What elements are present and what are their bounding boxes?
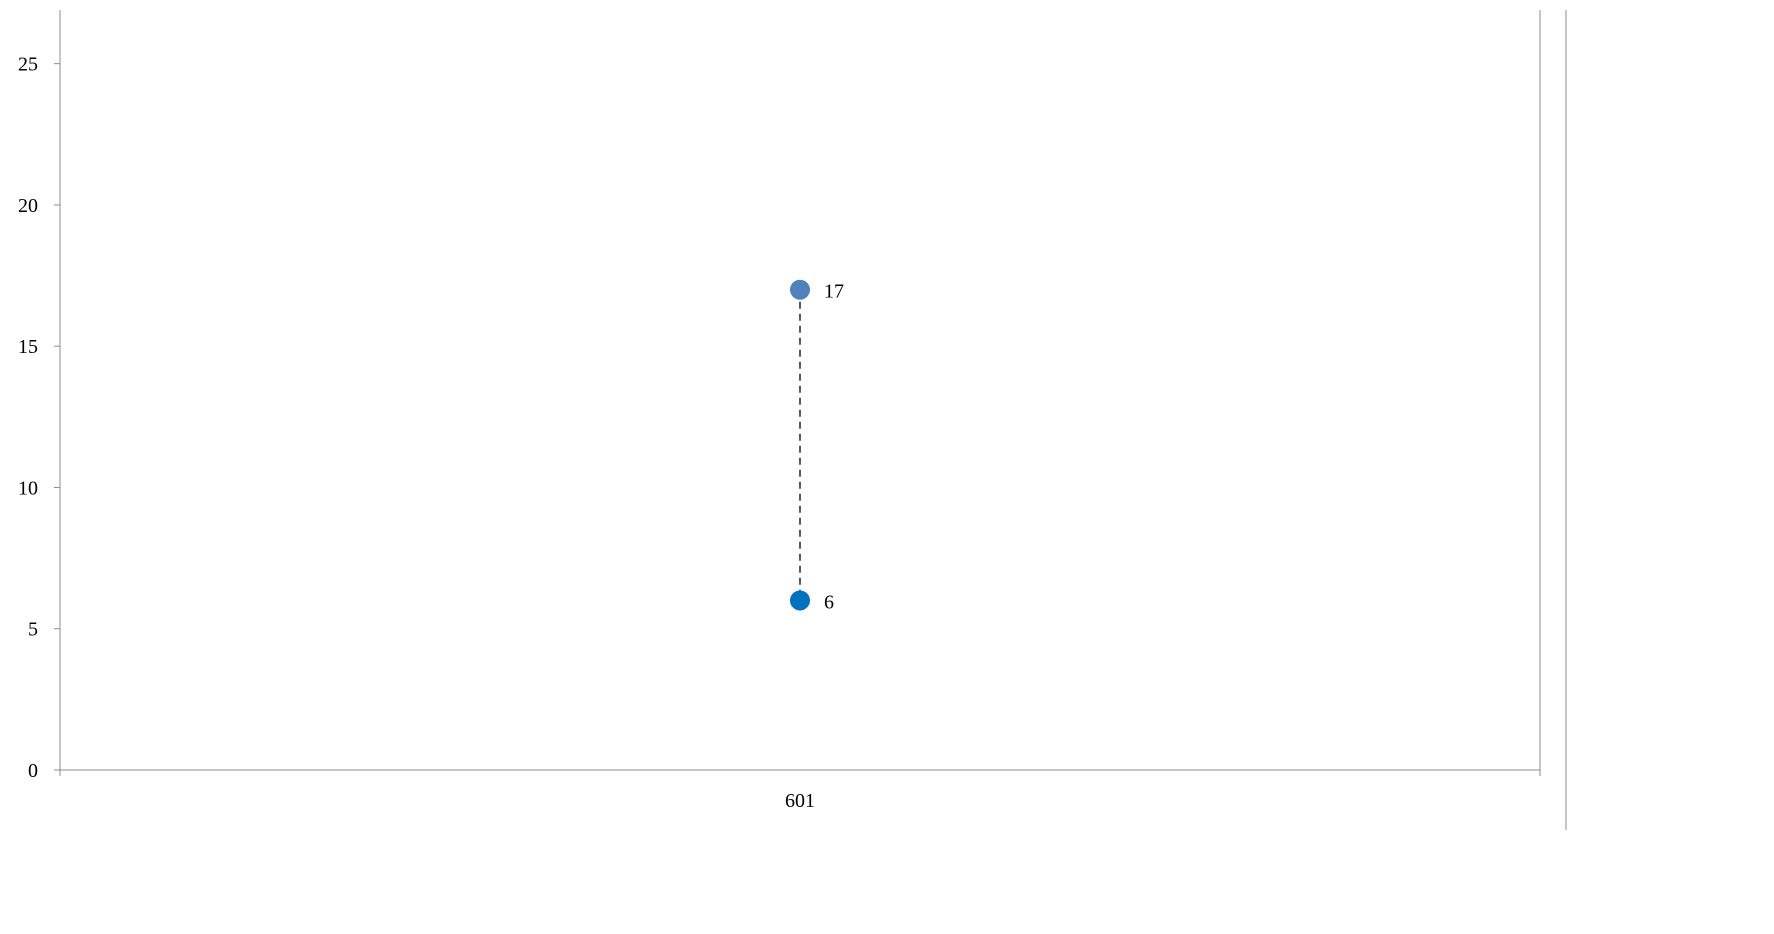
y-tick-label: 5	[28, 619, 38, 641]
data-label-series-2: 6	[824, 591, 834, 613]
y-tick-label: 25	[18, 54, 38, 76]
data-point-series-2	[790, 590, 810, 611]
data-labels: 17 6	[824, 281, 844, 614]
y-tick-label: 15	[18, 336, 38, 358]
x-axis-ticks: 601	[785, 790, 815, 812]
y-axis-ticks: 0 5 10 15 20 25	[18, 54, 60, 782]
data-point-series-1	[790, 279, 810, 300]
x-tick-label: 601	[785, 790, 815, 812]
y-tick-label: 10	[18, 477, 38, 499]
plot-area-frame	[59, 10, 1567, 830]
y-tick-label: 0	[28, 760, 38, 782]
data-points	[790, 279, 810, 611]
data-label-series-1: 17	[824, 281, 844, 303]
y-tick-label: 20	[18, 195, 38, 217]
